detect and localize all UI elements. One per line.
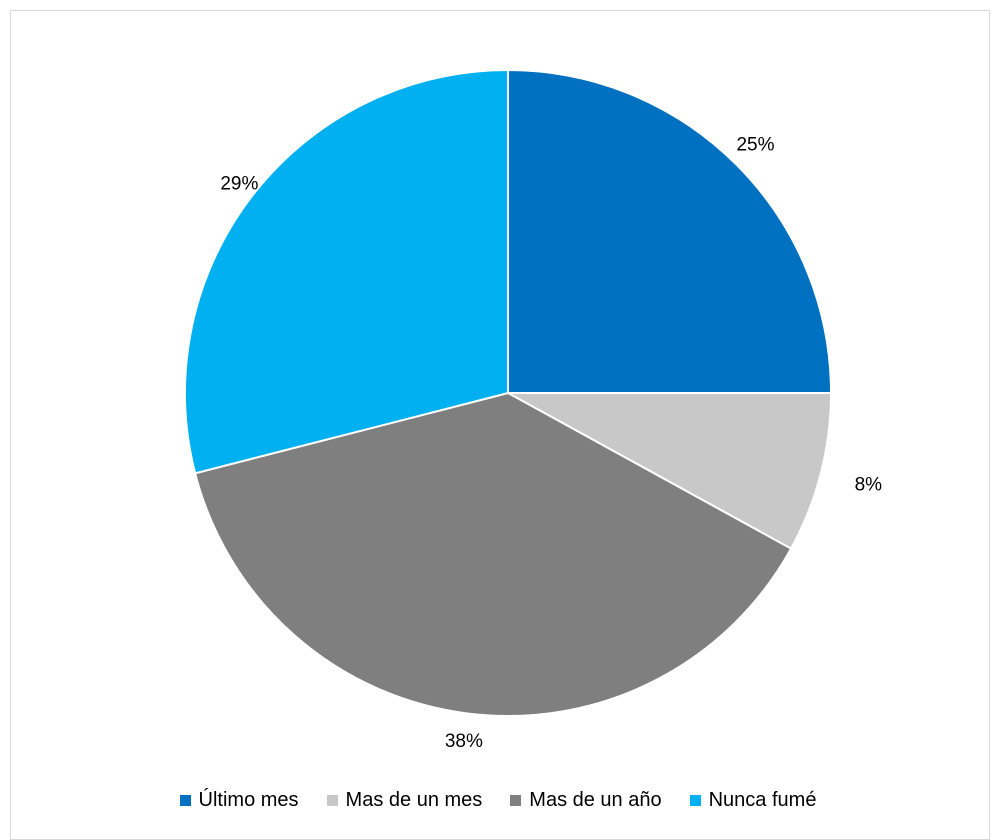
pie-slice-nunca-fume [184, 68, 509, 475]
legend-label: Mas de un mes [345, 788, 483, 811]
pie-slice-ultimo-mes [507, 68, 833, 394]
legend-item-nunca-fume: Nunca fumé [689, 788, 817, 812]
legend-swatch [326, 794, 338, 806]
legend-label: Mas de un año [529, 788, 662, 811]
pie-slices [184, 68, 833, 717]
legend-item-mas-de-un-ano: Mas de un año [510, 788, 662, 812]
pie-slice-mas-de-un-mes [507, 392, 833, 550]
legend-swatch [179, 794, 191, 806]
data-label-nunca-fume: 29% [220, 174, 258, 195]
data-label-ultimo-mes: 25% [736, 135, 774, 156]
legend-swatch [689, 794, 701, 806]
legend-item-mas-de-un-mes: Mas de un mes [326, 788, 483, 812]
pie-chart: 25% 8% 38% 29% [184, 68, 882, 753]
legend-label: Último mes [198, 788, 299, 811]
data-label-mas-de-un-mes: 8% [855, 475, 883, 496]
legend: Último mes Mas de un mes Mas de un año N… [0, 787, 996, 813]
pie-slice-mas-de-un-ano [193, 391, 793, 717]
legend-swatch [510, 794, 522, 806]
legend-label: Nunca fumé [708, 788, 817, 811]
pie-data-labels: 25% 8% 38% 29% [220, 135, 882, 753]
legend-item-ultimo-mes: Último mes [179, 788, 299, 812]
data-label-mas-de-un-ano: 38% [445, 731, 483, 752]
